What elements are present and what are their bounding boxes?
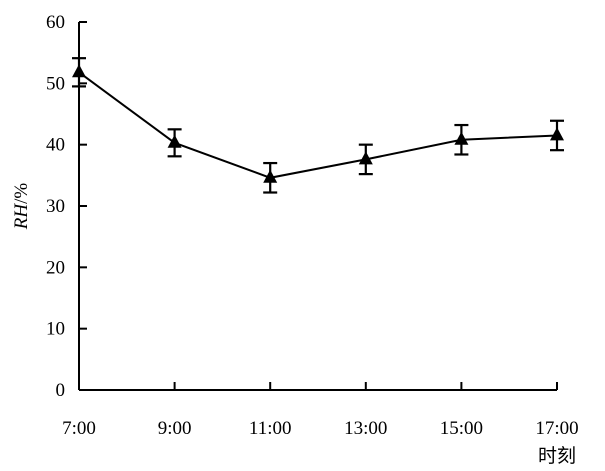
y-axis-label-unit: /% [11,183,32,204]
data-point-triangle [167,134,182,148]
x-axis-label: 时刻 [538,445,576,467]
series-layer [72,57,564,194]
x-tick-label: 11:00 [249,418,292,439]
y-tick-label: 50 [46,73,65,94]
y-tick-label: 20 [46,257,65,278]
data-point-triangle [550,127,564,141]
series-line [78,71,558,179]
y-tick-label: 40 [46,135,65,156]
data-point-triangle [358,151,373,165]
data-point-triangle [454,131,469,145]
y-tick-label: 30 [46,196,65,217]
x-tick-label: 7:00 [62,418,96,439]
y-tick-label: 0 [56,380,66,401]
y-tick-label: 10 [46,319,65,340]
y-axis-label: RH/% [11,183,32,231]
x-axis-ticks: 7:00 9:00 11:00 13:00 15:00 17:00 [62,382,579,439]
x-tick-label: 9:00 [158,418,192,439]
y-tick-label: 60 [46,12,65,33]
x-tick-label: 15:00 [440,418,483,439]
x-tick-label: 17:00 [535,418,578,439]
data-point-triangle [72,64,86,78]
x-tick-label: 13:00 [344,418,387,439]
y-axis-label-var: RH [11,203,32,231]
y-axis-ticks: 0 10 20 30 40 50 60 [46,12,87,401]
data-point-triangle [263,169,278,183]
